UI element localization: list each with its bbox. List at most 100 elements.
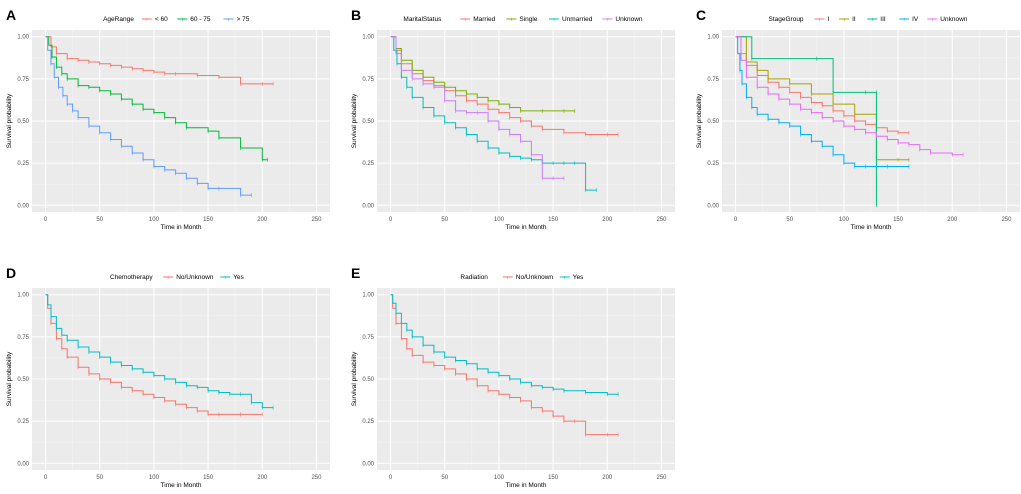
y-tick-label: 0.50: [707, 119, 719, 125]
y-tick-label: 0.75: [362, 77, 374, 83]
panel-d: 0 50 100 150 200 250 0.00 0.25 0.50 0.75 1.00 Time …: [6, 265, 330, 489]
legend-item: + II: [839, 16, 856, 24]
y-tick-label: 0.50: [17, 119, 29, 125]
legend-key-plus: +: [563, 275, 567, 282]
x-axis-label: Time in Month: [161, 482, 202, 489]
x-tick-label: 100: [839, 217, 850, 223]
y-axis-label: Survival probability: [6, 351, 13, 406]
x-tick-label: 250: [656, 217, 667, 223]
y-tick-label: 1.00: [17, 35, 29, 41]
legend-key-plus: +: [166, 275, 170, 282]
x-tick-label: 100: [494, 475, 505, 481]
legend-key-plus: +: [227, 17, 231, 24]
survival-curve-no-unknown: [45, 294, 263, 415]
x-tick-label: 0: [44, 217, 48, 223]
y-tick-label: 0.25: [707, 161, 719, 167]
x-axis-label: Time in Month: [506, 482, 547, 489]
legend-key-plus: +: [870, 17, 874, 24]
legend-title: Radiation: [460, 274, 488, 281]
legend-key-plus: +: [842, 17, 846, 24]
legend-item-label: IV: [912, 16, 919, 23]
legend-key-plus: +: [223, 275, 227, 282]
legend-title: StageGroup: [769, 16, 804, 23]
legend-item: + < 60: [141, 16, 168, 24]
y-axis-label: Survival probability: [6, 93, 13, 148]
x-axis-label: Time in Month: [851, 224, 892, 231]
legend-item-label: < 60: [155, 16, 168, 23]
x-tick-label: 50: [441, 475, 448, 481]
y-tick-label: 1.00: [707, 35, 719, 41]
y-tick-label: 0.00: [707, 203, 719, 209]
x-tick-label: 200: [602, 475, 613, 481]
x-tick-label: 250: [311, 475, 322, 481]
legend-item: + IV: [899, 16, 919, 24]
legend-key-plus: +: [818, 17, 822, 24]
legend-key-plus: +: [145, 17, 149, 24]
x-tick-label: 150: [893, 217, 904, 223]
legend-item-label: Single: [519, 16, 537, 23]
y-axis-label: Survival probability: [696, 93, 703, 148]
legend-item: + I: [814, 16, 830, 24]
y-axis-label: Survival probability: [351, 351, 358, 406]
panel-letter: E: [351, 265, 360, 281]
x-tick-label: 50: [786, 217, 793, 223]
legend-item-label: No/Unknown: [176, 274, 214, 281]
panel-b: 0 50 100 150 200 250 0.00 0.25 0.50 0.75 1.00 Time …: [351, 7, 675, 231]
panel-e: 0 50 100 150 200 250 0.00 0.25 0.50 0.75 1.00 Time …: [351, 265, 675, 489]
legend-item-label: I: [828, 16, 830, 23]
legend-key-plus: +: [606, 17, 610, 24]
survival-curve-single: [390, 36, 575, 112]
x-tick-label: 0: [389, 217, 393, 223]
x-tick-label: 250: [656, 475, 667, 481]
legend-item: + No/Unknown: [502, 274, 554, 282]
legend-item-label: Yes: [233, 274, 244, 281]
legend-key-plus: +: [902, 17, 906, 24]
y-tick-label: 0.25: [17, 161, 29, 167]
y-tick-label: 0.00: [362, 203, 374, 209]
legend-item: + Unknown: [602, 16, 643, 24]
legend-item: + III: [867, 16, 886, 24]
x-tick-label: 150: [203, 475, 214, 481]
x-axis-label: Time in Month: [161, 224, 202, 231]
survival-curve-iv: [735, 36, 909, 167]
y-tick-label: 0.75: [362, 335, 374, 341]
legend-item-label: Unmarried: [562, 16, 593, 23]
legend: Radiation + No/Unknown + Yes: [460, 274, 584, 282]
y-tick-label: 0.00: [17, 461, 29, 467]
legend-item-label: Yes: [573, 274, 584, 281]
legend-item-label: > 75: [237, 16, 250, 23]
y-tick-label: 0.00: [17, 203, 29, 209]
x-tick-label: 250: [311, 217, 322, 223]
legend-key-plus: +: [180, 17, 184, 24]
y-tick-label: 0.75: [17, 335, 29, 341]
y-tick-label: 0.75: [17, 77, 29, 83]
legend-key-plus: +: [506, 275, 510, 282]
legend-item: + > 75: [223, 16, 250, 24]
x-tick-label: 250: [1001, 217, 1012, 223]
survival-curve-60-75: [45, 36, 268, 161]
survival-curve-yes: [45, 294, 274, 409]
x-tick-label: 200: [257, 475, 268, 481]
x-tick-label: 200: [947, 217, 958, 223]
legend: StageGroup + I + II + III + IV + Unknown: [769, 16, 968, 24]
legend-item-label: Unknown: [940, 16, 967, 23]
panel-letter: D: [6, 265, 16, 281]
y-tick-label: 0.50: [362, 119, 374, 125]
legend-item: + Yes: [220, 274, 245, 282]
legend: Chemotherapy + No/Unknown + Yes: [110, 274, 245, 282]
x-tick-label: 150: [548, 475, 559, 481]
y-tick-label: 1.00: [17, 293, 29, 299]
legend-item-label: No/Unknown: [516, 274, 554, 281]
x-tick-label: 200: [602, 217, 613, 223]
legend-item: + Yes: [559, 274, 584, 282]
y-tick-label: 0.50: [362, 377, 374, 383]
y-tick-label: 0.25: [362, 161, 374, 167]
y-tick-label: 0.50: [17, 377, 29, 383]
panel-c: 0 50 100 150 200 250 0.00 0.25 0.50 0.75 1.00 Time …: [696, 7, 1020, 231]
x-tick-label: 200: [257, 217, 268, 223]
x-tick-label: 100: [494, 217, 505, 223]
legend-item-label: 60 - 75: [190, 16, 211, 23]
legend-title: Chemotherapy: [110, 274, 153, 281]
